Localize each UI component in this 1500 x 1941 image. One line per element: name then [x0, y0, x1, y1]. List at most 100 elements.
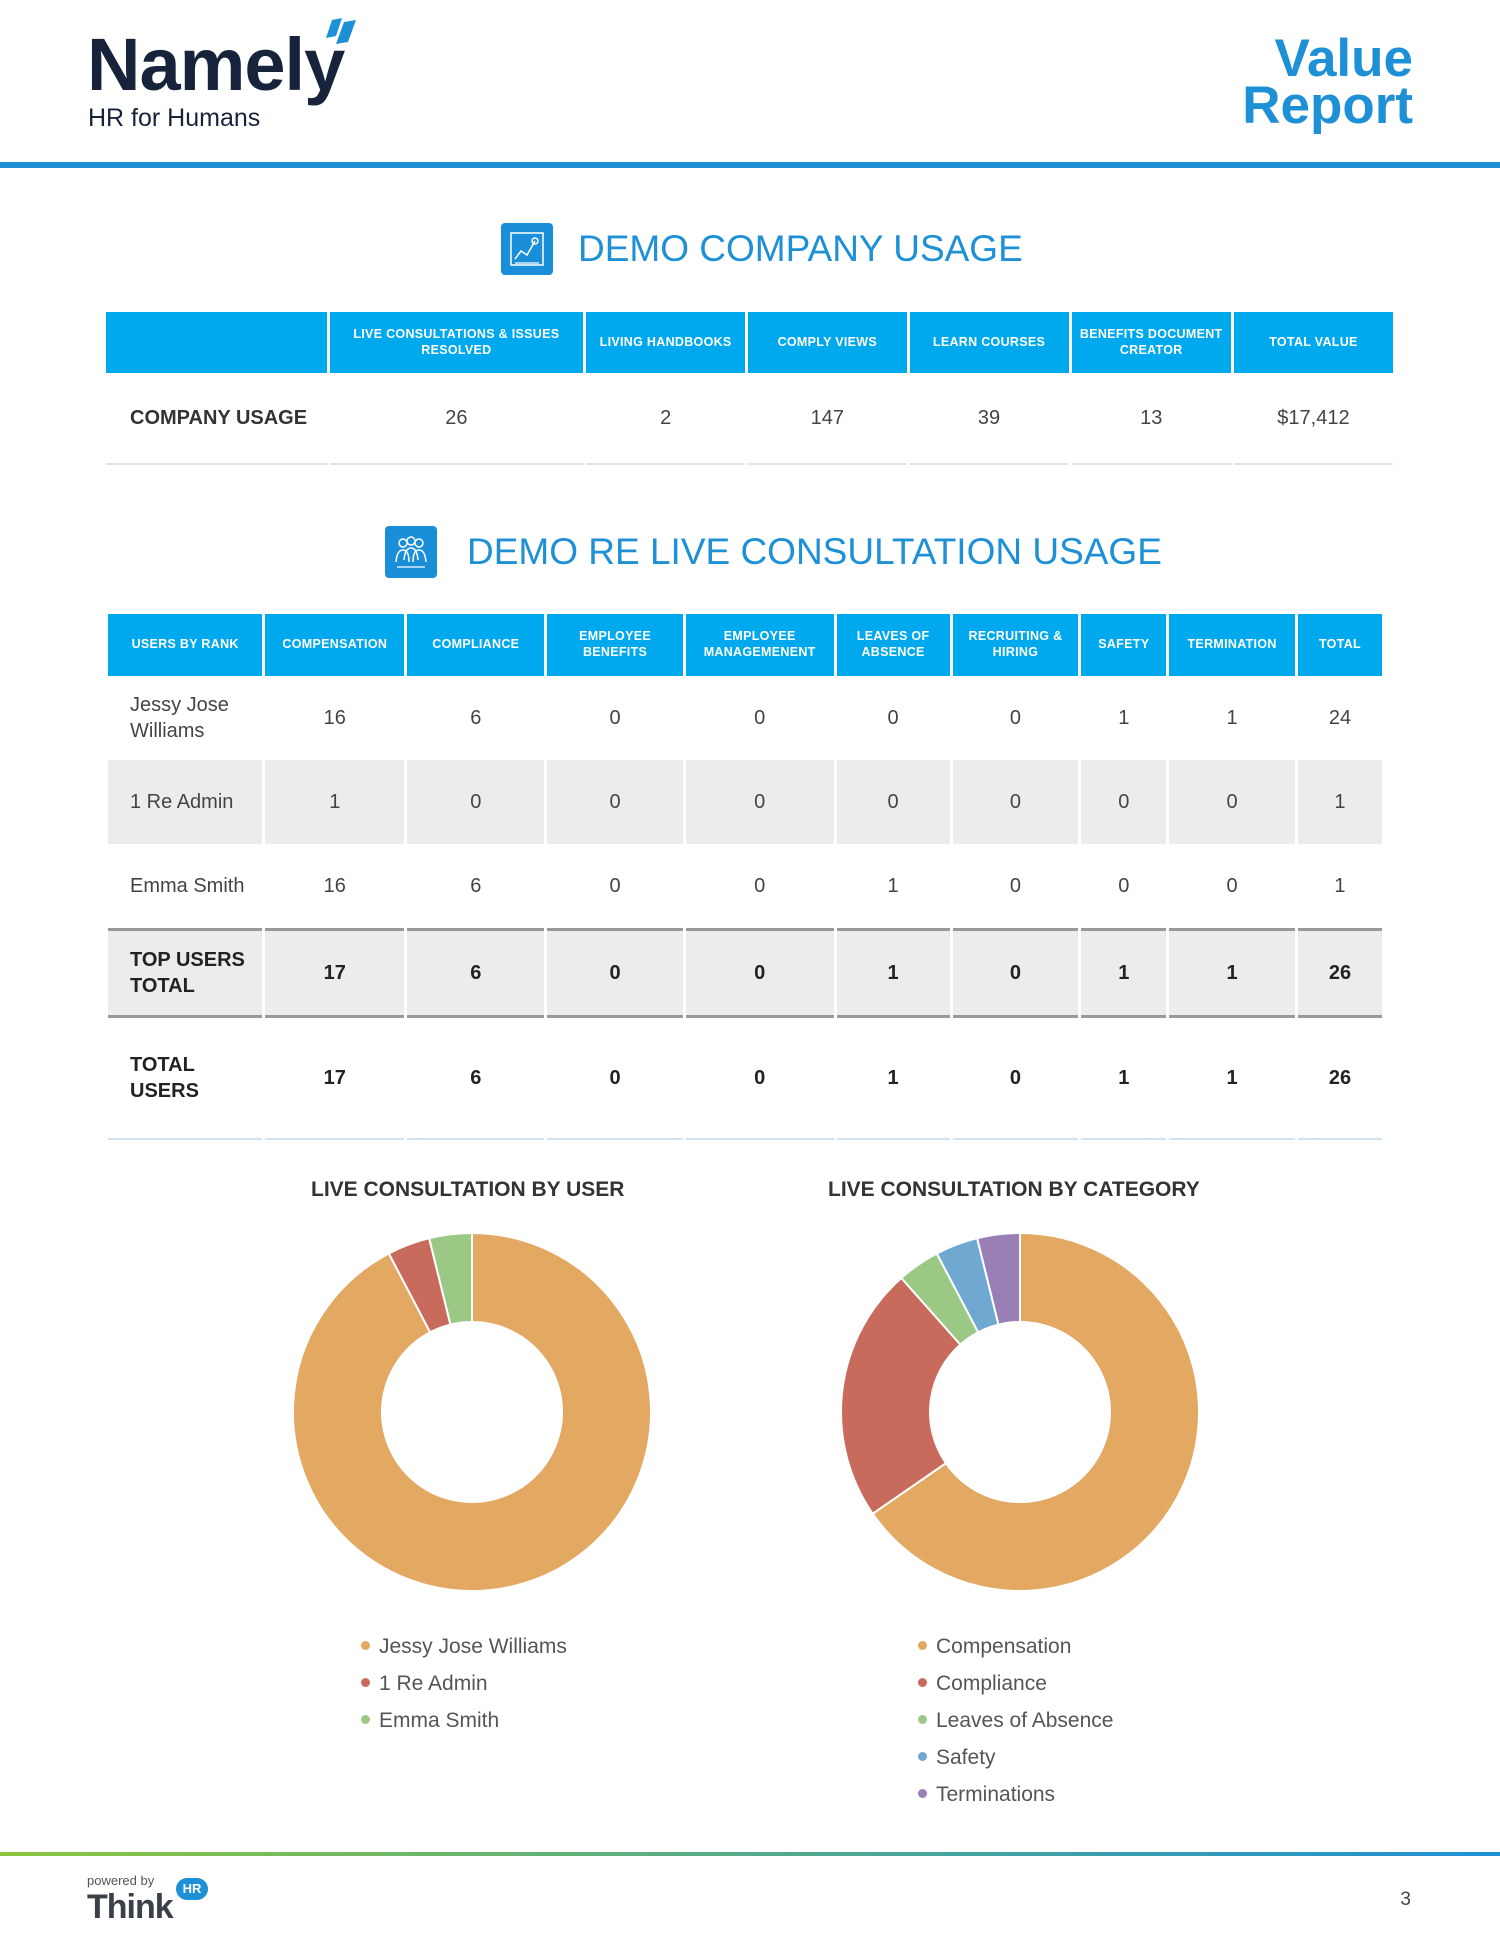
header-divider	[0, 162, 1500, 168]
top-users-total-row: TOP USERS TOTAL 17 6 0 0 1 0 1 1 26	[108, 928, 1382, 1018]
legend-dot	[918, 1788, 927, 1798]
table-cell: 6	[407, 928, 545, 1018]
total-users-row: TOTAL USERS 17 6 0 0 1 0 1 1 26	[108, 1018, 1382, 1140]
powered-by-label: powered by	[87, 1873, 155, 1888]
legend-dot	[918, 1714, 927, 1724]
donut-slice	[975, 1231, 1021, 1326]
user-name: 1 Re Admin	[108, 760, 263, 844]
table-cell: 0	[1009, 874, 1022, 897]
table-cell: 0	[547, 1018, 683, 1140]
chart-title-by-category: LIVE CONSULTATION BY CATEGORY	[828, 1178, 1200, 1201]
table-cell: 0	[1118, 874, 1130, 897]
table-cell: 1	[836, 928, 950, 1018]
table-cell: 0	[952, 760, 1079, 844]
table-cell: 1	[265, 760, 405, 844]
table-row: Jessy Jose Williams 16 6 0 0 0 0 1 1 24	[108, 676, 1382, 760]
legend-item: Safety	[918, 1739, 1113, 1776]
table-row: Emma Smith 16 6 0 0 1 0 0 0 1	[108, 844, 1382, 928]
table-cell: 6	[470, 706, 482, 729]
company-usage-heading: DEMO COMPANY USAGE	[578, 228, 1023, 269]
column-header: TOTAL VALUE	[1233, 312, 1393, 373]
footer-divider	[0, 1852, 1500, 1856]
consultation-usage-heading: DEMO RE LIVE CONSULTATION USAGE	[467, 531, 1162, 572]
company-usage-table: LIVE CONSULTATIONS & ISSUES RESOLVED LIV…	[103, 312, 1396, 465]
table-header-row: LIVE CONSULTATIONS & ISSUES RESOLVED LIV…	[106, 312, 1393, 373]
table-cell: 2	[586, 373, 746, 465]
table-cell: 1	[1118, 706, 1130, 729]
table-cell: 0	[1081, 760, 1167, 844]
table-cell: 0	[1009, 706, 1022, 729]
table-cell: 0	[754, 706, 766, 729]
table-cell: 147	[748, 373, 907, 465]
report-title-line2: Report	[1242, 75, 1413, 135]
table-cell: 16	[323, 706, 346, 729]
legend-label: Terminations	[936, 1783, 1056, 1806]
column-header	[106, 312, 327, 373]
thinkhr-badge: HR	[176, 1878, 208, 1900]
table-cell: 1	[836, 1018, 950, 1140]
table-cell: 0	[952, 1018, 1079, 1140]
table-cell: 0	[685, 928, 834, 1018]
column-header: TOTAL	[1297, 614, 1382, 676]
brand-logo-text: Namely	[87, 23, 345, 106]
table-row: 1 Re Admin 1 0 0 0 0 0 0 0 1	[108, 760, 1382, 844]
donut-slice	[840, 1276, 962, 1516]
table-cell: 26	[329, 373, 584, 465]
report-title: Value Report	[1242, 29, 1413, 135]
legend-label: Safety	[936, 1746, 996, 1769]
table-cell: 0	[1226, 874, 1238, 897]
table-cell: 24	[1328, 706, 1352, 729]
legend-label: Jessy Jose Williams	[379, 1635, 567, 1658]
table-cell: 1	[1297, 760, 1382, 844]
legend-label: Compliance	[936, 1672, 1047, 1695]
legend-item: 1 Re Admin	[361, 1665, 567, 1702]
legend-dot	[918, 1677, 927, 1687]
donut-chart-by-user	[292, 1231, 652, 1592]
consultation-usage-table: USERS BY RANK COMPENSATION COMPLIANCE EM…	[105, 614, 1385, 1140]
table-cell: 0	[1169, 760, 1295, 844]
donut-slice	[427, 1231, 473, 1326]
donut-slice	[292, 1231, 652, 1592]
legend-item: Compliance	[918, 1665, 1113, 1702]
legend-item: Terminations	[918, 1776, 1113, 1813]
column-header: TERMINATION	[1169, 614, 1295, 676]
row-label: TOTAL USERS	[108, 1018, 263, 1140]
table-cell: 6	[470, 874, 482, 897]
column-header: COMPLY VIEWS	[748, 312, 907, 373]
table-cell: 0	[685, 760, 834, 844]
legend-dot	[361, 1640, 370, 1650]
table-cell: 0	[609, 706, 621, 729]
row-label: TOP USERS TOTAL	[108, 928, 263, 1018]
column-header: RECRUITING & HIRING	[952, 614, 1079, 676]
table-cell: 0	[754, 874, 766, 897]
donut-slice	[871, 1231, 1200, 1592]
users-group-icon	[385, 526, 437, 578]
table-cell: 39	[909, 373, 1069, 465]
table-cell: 0	[547, 928, 683, 1018]
legend-dot	[918, 1751, 927, 1761]
table-cell: 0	[609, 874, 621, 897]
column-header: EMPLOYEE MANAGEMENENT	[685, 614, 834, 676]
legend-label: 1 Re Admin	[379, 1672, 488, 1695]
legend-dot	[361, 1677, 370, 1687]
report-title-line1: Value	[1274, 29, 1413, 88]
table-cell: 13	[1071, 373, 1231, 465]
table-cell: 1	[1081, 928, 1167, 1018]
column-header: COMPLIANCE	[407, 614, 545, 676]
table-cell: $17,412	[1233, 373, 1393, 465]
table-cell: 0	[952, 928, 1079, 1018]
table-cell: 1	[1169, 1018, 1295, 1140]
brand-logo-mark-icon	[326, 18, 356, 44]
legend-item: Jessy Jose Williams	[361, 1628, 567, 1665]
row-label: COMPANY USAGE	[106, 373, 327, 465]
table-cell: 1	[1169, 928, 1295, 1018]
column-header: BENEFITS DOCUMENT CREATOR	[1071, 312, 1231, 373]
table-cell: 26	[1297, 1018, 1382, 1140]
legend-item: Leaves of Absence	[918, 1702, 1113, 1739]
user-name: Jessy Jose Williams	[130, 694, 229, 742]
legend-by-user: Jessy Jose Williams 1 Re Admin Emma Smit…	[361, 1628, 567, 1739]
column-header: SAFETY	[1081, 614, 1167, 676]
legend-by-category: Compensation Compliance Leaves of Absenc…	[918, 1628, 1113, 1813]
table-cell: 6	[407, 1018, 545, 1140]
thinkhr-logo-text: Think	[87, 1888, 174, 1926]
